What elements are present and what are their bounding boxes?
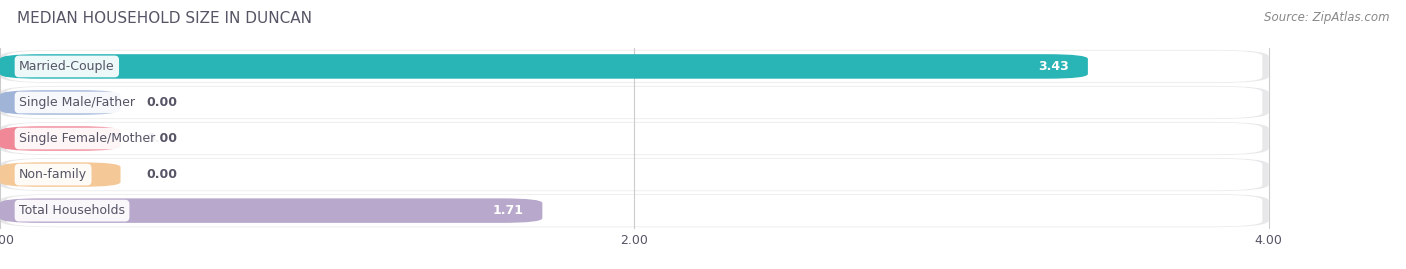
Text: 3.43: 3.43	[1038, 60, 1069, 73]
FancyBboxPatch shape	[0, 198, 543, 223]
FancyBboxPatch shape	[7, 159, 1263, 190]
FancyBboxPatch shape	[0, 50, 1268, 83]
FancyBboxPatch shape	[7, 195, 1263, 226]
Text: Non-family: Non-family	[20, 168, 87, 181]
Text: MEDIAN HOUSEHOLD SIZE IN DUNCAN: MEDIAN HOUSEHOLD SIZE IN DUNCAN	[17, 11, 312, 26]
Text: 0.00: 0.00	[146, 96, 177, 109]
Text: Source: ZipAtlas.com: Source: ZipAtlas.com	[1264, 11, 1389, 24]
FancyBboxPatch shape	[0, 126, 121, 151]
Text: Single Female/Mother: Single Female/Mother	[20, 132, 155, 145]
FancyBboxPatch shape	[0, 54, 1088, 79]
FancyBboxPatch shape	[0, 86, 1268, 119]
FancyBboxPatch shape	[0, 162, 121, 187]
FancyBboxPatch shape	[7, 123, 1263, 154]
FancyBboxPatch shape	[0, 122, 1268, 155]
Text: 1.71: 1.71	[492, 204, 523, 217]
FancyBboxPatch shape	[0, 194, 1268, 227]
FancyBboxPatch shape	[0, 90, 121, 115]
Text: Total Households: Total Households	[20, 204, 125, 217]
Text: Single Male/Father: Single Male/Father	[20, 96, 135, 109]
FancyBboxPatch shape	[7, 87, 1263, 118]
Text: 0.00: 0.00	[146, 168, 177, 181]
Text: 0.00: 0.00	[146, 132, 177, 145]
FancyBboxPatch shape	[7, 51, 1263, 82]
Text: Married-Couple: Married-Couple	[20, 60, 115, 73]
FancyBboxPatch shape	[0, 158, 1268, 191]
